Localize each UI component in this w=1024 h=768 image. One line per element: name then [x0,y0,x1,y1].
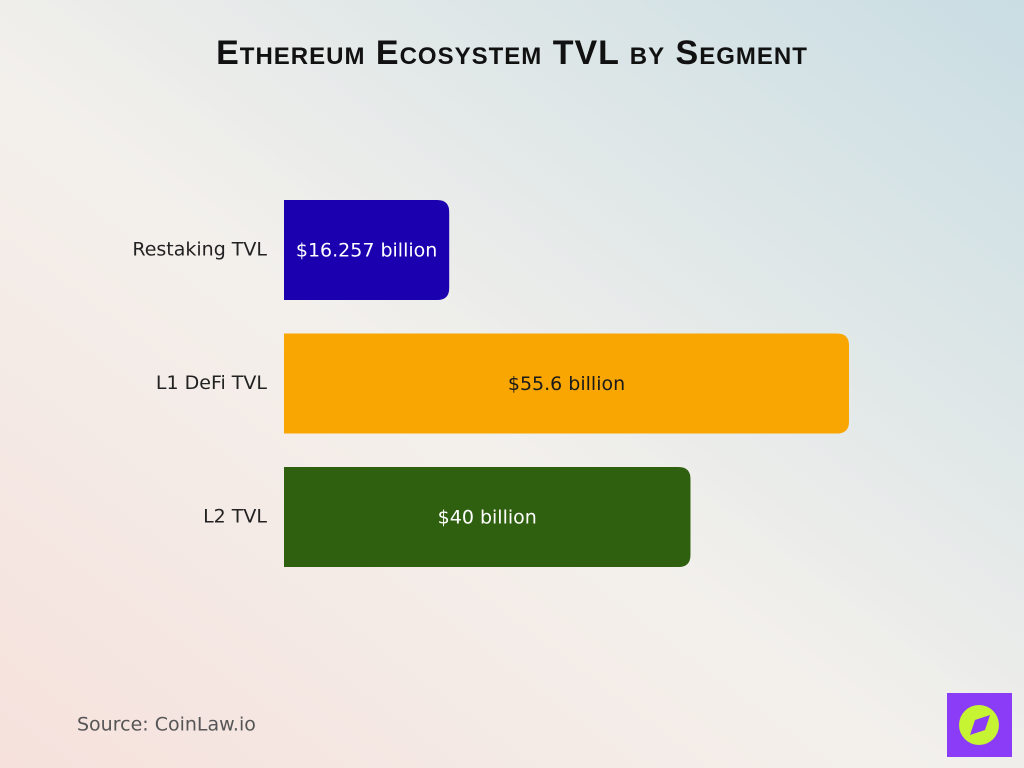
bar [284,333,849,434]
bar [284,200,450,300]
logo [947,693,1012,757]
bar [284,467,691,567]
value-label: $55.6 billion [508,373,625,395]
category-label: L2 TVL [203,506,267,528]
category-label: Restaking TVL [132,239,267,261]
category-label: L1 DeFi TVL [156,372,268,394]
value-label: $16.257 billion [296,240,437,262]
value-label: $40 billion [438,507,537,529]
chart-title: Ethereum Ecosystem TVL by Segment [216,34,808,72]
source: Source: CoinLaw.io [77,714,256,736]
